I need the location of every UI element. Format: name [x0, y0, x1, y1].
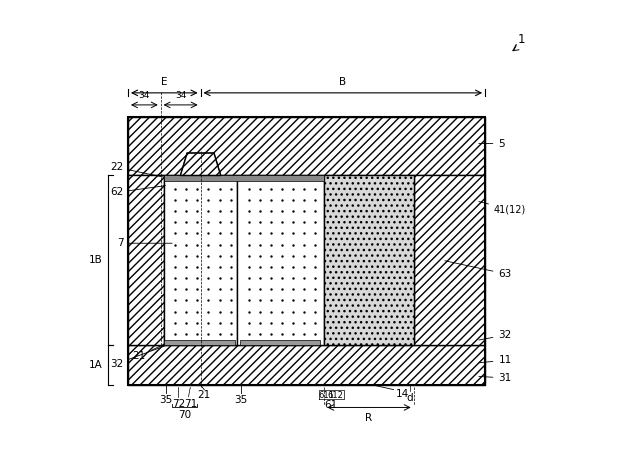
Text: 1B: 1B [89, 255, 103, 265]
Text: 21: 21 [198, 390, 211, 400]
Bar [164, 176, 325, 181]
Text: R: R [366, 413, 373, 423]
Text: 612: 612 [328, 392, 343, 401]
Text: 14: 14 [396, 389, 409, 399]
Bar [239, 339, 320, 345]
Text: E: E [161, 77, 167, 87]
Text: d: d [407, 393, 414, 403]
Text: 72: 72 [172, 399, 185, 409]
Bar [325, 176, 414, 345]
Text: 22: 22 [110, 163, 165, 177]
Bar [164, 339, 235, 345]
Text: 1: 1 [518, 33, 525, 46]
Text: 35: 35 [234, 395, 248, 405]
Bar [414, 176, 485, 345]
Text: 70: 70 [194, 163, 207, 174]
Text: 32: 32 [110, 343, 172, 369]
Text: 5: 5 [479, 138, 505, 149]
Text: 611: 611 [318, 392, 335, 401]
Text: 32: 32 [479, 330, 512, 340]
Bar [128, 117, 485, 176]
Bar [238, 176, 325, 345]
Bar [164, 176, 238, 345]
Text: 34: 34 [175, 92, 187, 101]
Text: 31: 31 [479, 373, 512, 383]
Polygon shape [180, 153, 221, 176]
Text: 11: 11 [479, 355, 512, 365]
Bar [128, 117, 485, 385]
Text: 63: 63 [445, 261, 512, 279]
Bar [128, 345, 485, 385]
Text: 35: 35 [159, 395, 172, 405]
Text: 61: 61 [325, 400, 338, 410]
Text: 7: 7 [117, 238, 172, 248]
Text: 34: 34 [139, 92, 150, 101]
Text: 71: 71 [183, 399, 197, 409]
Polygon shape [180, 153, 221, 176]
Text: 21: 21 [132, 343, 165, 361]
Bar [128, 176, 164, 345]
Text: 62: 62 [110, 185, 165, 198]
Text: 70: 70 [178, 410, 191, 420]
Text: 1A: 1A [89, 360, 103, 370]
Text: B: B [339, 77, 346, 87]
Text: 41(12): 41(12) [479, 202, 526, 214]
